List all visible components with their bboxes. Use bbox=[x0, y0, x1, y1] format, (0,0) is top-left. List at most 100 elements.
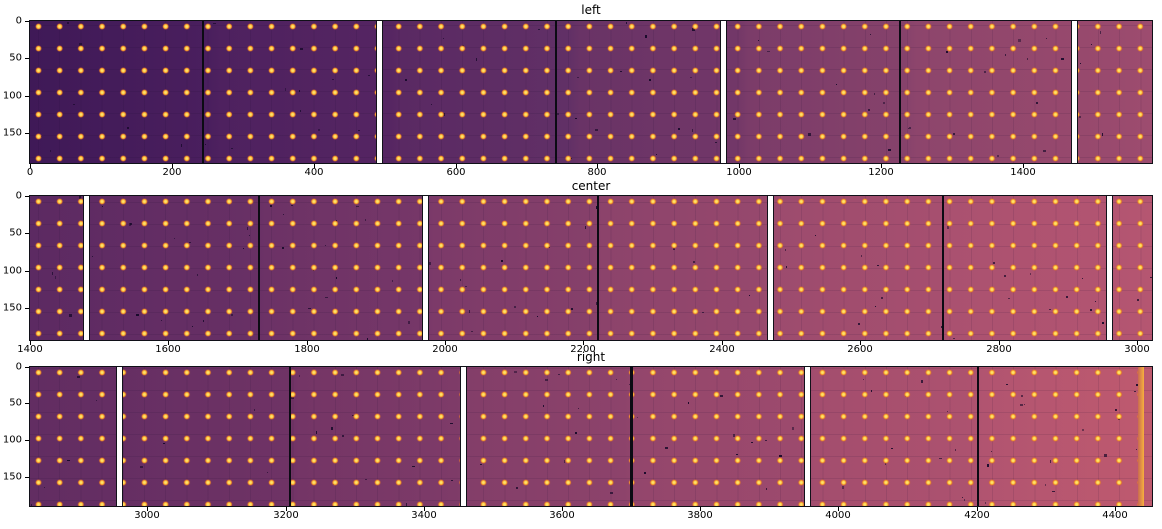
detector-gap bbox=[460, 367, 467, 506]
x-tick-mark bbox=[977, 507, 978, 511]
x-tick-mark bbox=[881, 164, 882, 168]
detector-gap bbox=[116, 367, 123, 506]
dot-grid-layer bbox=[30, 367, 1152, 506]
y-tick-label: 150 bbox=[2, 302, 22, 314]
x-tick-mark bbox=[172, 164, 173, 168]
x-tick-label: 3000 bbox=[134, 510, 160, 521]
amp-boundary-line bbox=[289, 367, 291, 506]
detector-gap bbox=[376, 21, 383, 163]
x-tick-label: 200 bbox=[162, 167, 182, 178]
dot-grid-layer bbox=[30, 196, 1152, 340]
y-tick-mark bbox=[25, 21, 29, 22]
x-tick-mark bbox=[1023, 164, 1024, 168]
x-tick-label: 2800 bbox=[986, 344, 1012, 355]
detector-gap bbox=[767, 196, 774, 340]
y-tick-label: 100 bbox=[2, 265, 22, 277]
x-tick-mark bbox=[30, 341, 31, 345]
x-tick-mark bbox=[30, 164, 31, 168]
y-tick-mark bbox=[25, 308, 29, 309]
x-tick-label: 3600 bbox=[549, 510, 575, 521]
x-tick-label: 2200 bbox=[570, 344, 596, 355]
x-tick-label: 1400 bbox=[17, 344, 43, 355]
amp-boundary-line bbox=[899, 21, 901, 163]
x-tick-label: 1400 bbox=[1010, 167, 1036, 178]
x-tick-label: 3800 bbox=[687, 510, 713, 521]
amp-boundary-line bbox=[630, 367, 633, 506]
y-tick-label: 0 bbox=[15, 361, 22, 373]
y-tick-mark bbox=[25, 196, 29, 197]
detector-gap bbox=[83, 196, 90, 340]
x-tick-mark bbox=[562, 507, 563, 511]
y-tick-mark bbox=[25, 96, 29, 97]
y-tick-label: 50 bbox=[9, 397, 22, 409]
x-tick-label: 4000 bbox=[825, 510, 851, 521]
y-tick-label: 150 bbox=[2, 471, 22, 483]
x-tick-label: 3200 bbox=[273, 510, 299, 521]
panel-title: left bbox=[581, 3, 601, 17]
y-tick-mark bbox=[25, 440, 29, 441]
detector-gap bbox=[804, 367, 811, 506]
x-tick-mark bbox=[307, 341, 308, 345]
x-tick-mark bbox=[314, 164, 315, 168]
y-tick-label: 0 bbox=[15, 190, 22, 202]
y-tick-mark bbox=[25, 58, 29, 59]
x-tick-label: 3000 bbox=[1124, 344, 1150, 355]
amp-boundary-line bbox=[555, 21, 557, 163]
x-tick-label: 2600 bbox=[847, 344, 873, 355]
x-tick-label: 3400 bbox=[411, 510, 437, 521]
detector-gap bbox=[720, 21, 727, 163]
y-tick-label: 50 bbox=[9, 52, 22, 64]
x-tick-mark bbox=[700, 507, 701, 511]
x-tick-mark bbox=[838, 507, 839, 511]
panel-title: right bbox=[576, 350, 606, 364]
x-tick-mark bbox=[456, 164, 457, 168]
x-tick-label: 600 bbox=[446, 167, 466, 178]
panel-title: center bbox=[571, 179, 611, 193]
x-tick-label: 1000 bbox=[726, 167, 752, 178]
panel-image bbox=[29, 366, 1153, 507]
y-tick-label: 0 bbox=[15, 15, 22, 27]
dot-grid-layer bbox=[30, 21, 1152, 163]
panel-image bbox=[29, 195, 1153, 341]
x-tick-label: 4400 bbox=[1102, 510, 1128, 521]
x-tick-label: 2400 bbox=[709, 344, 735, 355]
x-tick-mark bbox=[583, 341, 584, 345]
x-tick-mark bbox=[445, 341, 446, 345]
y-tick-mark bbox=[25, 271, 29, 272]
amp-boundary-line bbox=[202, 21, 204, 163]
detector-gap bbox=[1071, 21, 1078, 163]
y-tick-label: 100 bbox=[2, 434, 22, 446]
x-tick-mark bbox=[424, 507, 425, 511]
y-tick-label: 150 bbox=[2, 127, 22, 139]
y-tick-label: 50 bbox=[9, 227, 22, 239]
y-tick-mark bbox=[25, 477, 29, 478]
x-tick-label: 400 bbox=[304, 167, 324, 178]
x-tick-label: 2000 bbox=[432, 344, 458, 355]
x-tick-mark bbox=[722, 341, 723, 345]
x-tick-label: 1800 bbox=[294, 344, 320, 355]
x-tick-mark bbox=[739, 164, 740, 168]
panel-image bbox=[29, 20, 1153, 164]
x-tick-label: 4200 bbox=[964, 510, 990, 521]
x-tick-mark bbox=[999, 341, 1000, 345]
detector-gap bbox=[422, 196, 429, 340]
y-tick-mark bbox=[25, 233, 29, 234]
x-tick-label: 800 bbox=[587, 167, 607, 178]
y-tick-label: 100 bbox=[2, 90, 22, 102]
x-tick-mark bbox=[860, 341, 861, 345]
detector-gap bbox=[1106, 196, 1113, 340]
amp-boundary-line bbox=[258, 196, 260, 340]
amp-boundary-line bbox=[977, 367, 979, 506]
amp-boundary-line bbox=[597, 196, 599, 340]
x-tick-mark bbox=[1137, 341, 1138, 345]
y-tick-mark bbox=[25, 367, 29, 368]
x-tick-label: 0 bbox=[26, 167, 34, 178]
y-tick-mark bbox=[25, 403, 29, 404]
y-tick-mark bbox=[25, 133, 29, 134]
amp-boundary-line bbox=[942, 196, 944, 340]
x-tick-mark bbox=[1115, 507, 1116, 511]
x-tick-mark bbox=[168, 341, 169, 345]
x-tick-label: 1200 bbox=[868, 167, 894, 178]
x-tick-label: 1600 bbox=[155, 344, 181, 355]
